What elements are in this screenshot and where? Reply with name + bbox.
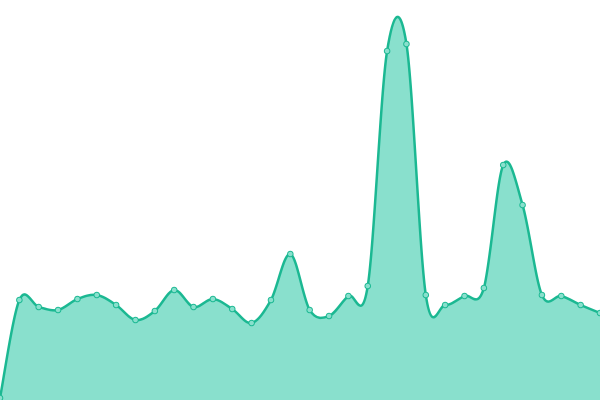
point — [151, 307, 159, 315]
point — [74, 295, 81, 303]
area-fill — [0, 17, 600, 400]
point — [345, 292, 352, 300]
point — [499, 161, 507, 169]
point — [267, 296, 275, 304]
point — [287, 250, 294, 258]
point — [228, 305, 236, 313]
point — [16, 296, 23, 304]
point — [461, 292, 468, 300]
point — [170, 286, 178, 294]
point — [422, 291, 430, 299]
point — [35, 303, 43, 311]
point — [364, 282, 372, 290]
point — [577, 301, 584, 309]
point — [248, 319, 255, 327]
point — [54, 306, 62, 314]
point — [325, 312, 333, 320]
point — [519, 201, 526, 209]
point — [209, 295, 217, 303]
point — [93, 291, 101, 299]
point — [306, 306, 313, 314]
point — [112, 301, 120, 309]
point — [132, 316, 139, 324]
point — [480, 284, 488, 292]
point — [557, 292, 565, 300]
point — [403, 40, 410, 48]
point — [383, 47, 391, 55]
point — [0, 394, 4, 400]
point — [538, 291, 546, 299]
point — [596, 309, 600, 317]
point — [441, 301, 449, 309]
point — [190, 303, 197, 311]
